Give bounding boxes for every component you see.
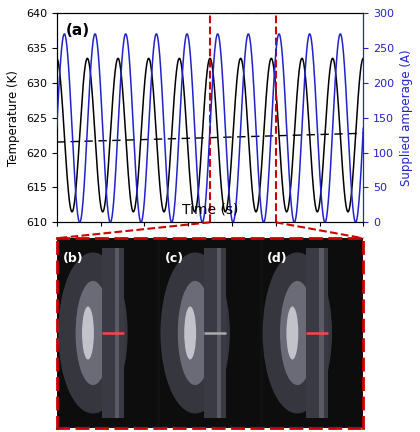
Bar bbox=[115, 248, 119, 418]
Bar bbox=[306, 248, 328, 418]
Ellipse shape bbox=[280, 281, 315, 385]
Bar bbox=[160, 240, 260, 426]
Bar bbox=[262, 240, 362, 426]
Ellipse shape bbox=[262, 252, 332, 413]
Text: (d): (d) bbox=[267, 251, 288, 264]
Bar bbox=[58, 240, 158, 426]
Ellipse shape bbox=[184, 306, 196, 359]
Text: (b): (b) bbox=[63, 251, 84, 264]
Y-axis label: Supplied amperage (A): Supplied amperage (A) bbox=[400, 49, 413, 186]
Bar bbox=[217, 248, 221, 418]
Ellipse shape bbox=[286, 306, 298, 359]
Text: Time (s): Time (s) bbox=[182, 203, 238, 216]
Ellipse shape bbox=[160, 252, 230, 413]
Ellipse shape bbox=[76, 281, 110, 385]
Text: (a): (a) bbox=[66, 23, 90, 38]
Ellipse shape bbox=[82, 306, 94, 359]
Text: (c): (c) bbox=[165, 251, 184, 264]
Ellipse shape bbox=[178, 281, 213, 385]
Y-axis label: Temperature (K): Temperature (K) bbox=[7, 70, 20, 165]
Ellipse shape bbox=[58, 252, 128, 413]
Bar bbox=[204, 248, 226, 418]
Bar bbox=[102, 248, 123, 418]
Bar bbox=[319, 248, 324, 418]
